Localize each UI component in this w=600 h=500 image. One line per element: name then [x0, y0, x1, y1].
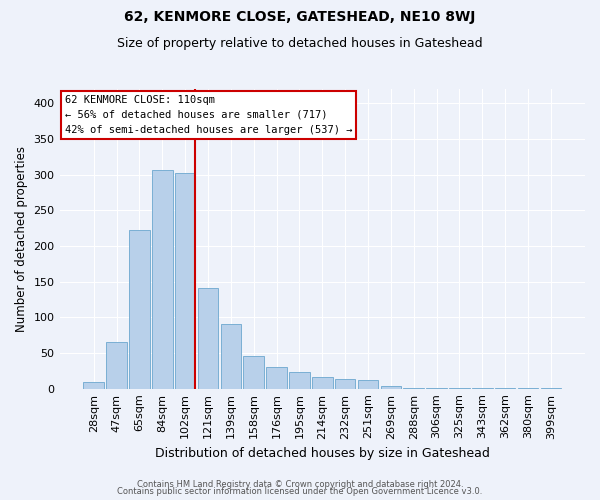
Text: 62, KENMORE CLOSE, GATESHEAD, NE10 8WJ: 62, KENMORE CLOSE, GATESHEAD, NE10 8WJ — [124, 10, 476, 24]
Bar — [198, 288, 218, 388]
Bar — [312, 378, 332, 388]
Bar — [106, 342, 127, 388]
Bar — [244, 356, 264, 388]
Text: Size of property relative to detached houses in Gateshead: Size of property relative to detached ho… — [117, 38, 483, 51]
Bar — [152, 170, 173, 388]
Bar — [221, 324, 241, 388]
Text: Contains public sector information licensed under the Open Government Licence v3: Contains public sector information licen… — [118, 487, 482, 496]
X-axis label: Distribution of detached houses by size in Gateshead: Distribution of detached houses by size … — [155, 447, 490, 460]
Bar — [358, 380, 378, 388]
Bar — [289, 372, 310, 388]
Bar — [266, 366, 287, 388]
Y-axis label: Number of detached properties: Number of detached properties — [15, 146, 28, 332]
Text: 62 KENMORE CLOSE: 110sqm
← 56% of detached houses are smaller (717)
42% of semi-: 62 KENMORE CLOSE: 110sqm ← 56% of detach… — [65, 95, 352, 134]
Bar — [335, 378, 355, 388]
Text: Contains HM Land Registry data © Crown copyright and database right 2024.: Contains HM Land Registry data © Crown c… — [137, 480, 463, 489]
Bar — [129, 230, 150, 388]
Bar — [83, 382, 104, 388]
Bar — [175, 173, 196, 388]
Bar — [380, 386, 401, 388]
